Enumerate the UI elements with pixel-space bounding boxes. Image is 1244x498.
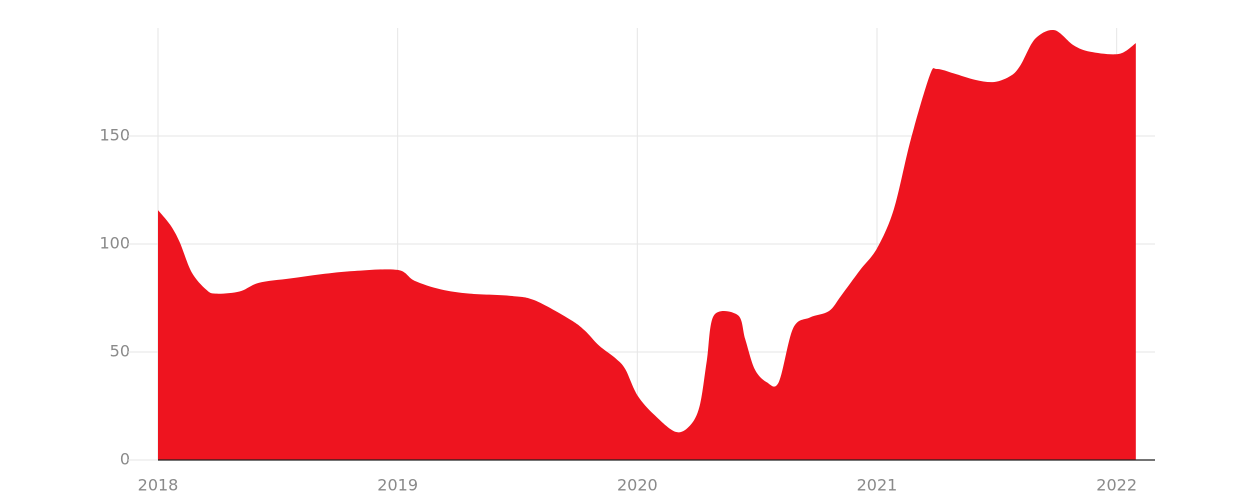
area xyxy=(158,30,1136,460)
x-tick-label: 2018 xyxy=(138,476,179,495)
y-tick-label: 0 xyxy=(120,450,130,469)
y-tick-label: 50 xyxy=(110,342,130,361)
y-tick-label: 150 xyxy=(99,126,130,145)
x-tick-label: 2019 xyxy=(377,476,418,495)
x-tick-label: 2020 xyxy=(617,476,658,495)
x-tick-label: 2021 xyxy=(857,476,898,495)
x-tick-label: 2022 xyxy=(1096,476,1137,495)
y-tick-label: 100 xyxy=(99,234,130,253)
